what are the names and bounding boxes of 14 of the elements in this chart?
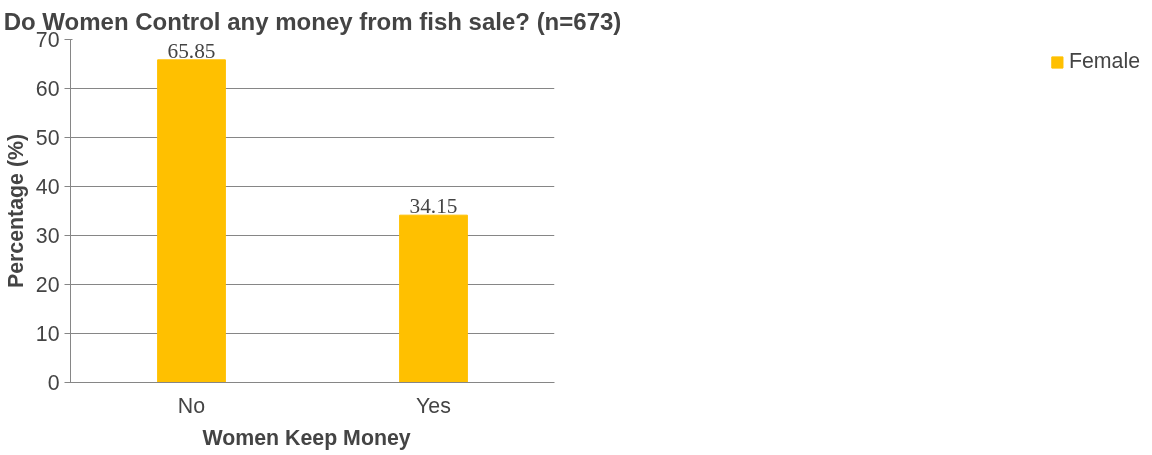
data-label: 34.15 bbox=[409, 194, 458, 219]
y-tick-label: 60 bbox=[35, 77, 60, 101]
y-tick-label: 50 bbox=[35, 126, 60, 150]
y-tick-label: 40 bbox=[35, 175, 60, 199]
y-axis-title: Percentage (%) bbox=[3, 133, 28, 289]
x-tick-label: Yes bbox=[416, 393, 451, 418]
data-label: 65.85 bbox=[167, 38, 216, 63]
y-tick-label: 30 bbox=[35, 224, 60, 248]
y-tick-label: 10 bbox=[35, 322, 60, 346]
x-axis-title: Women Keep Money bbox=[202, 425, 411, 450]
y-tick-label: 0 bbox=[47, 371, 60, 395]
x-tick-label: No bbox=[177, 393, 206, 418]
legend-label: Female bbox=[1068, 49, 1140, 74]
y-tick-label: 20 bbox=[35, 273, 60, 297]
